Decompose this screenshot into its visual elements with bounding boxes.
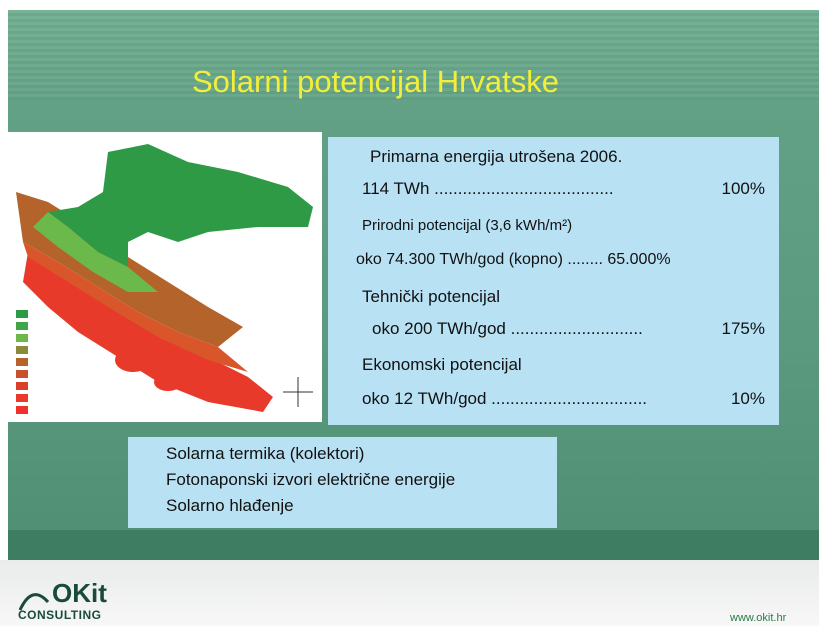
- info-line: 114 TWh ................................…: [362, 179, 614, 198]
- footer: [0, 560, 819, 626]
- info-value: 100%: [721, 179, 765, 198]
- logo-sub: CONSULTING: [18, 608, 102, 622]
- info-line: Ekonomski potencijal: [362, 355, 522, 374]
- info-box: Primarna energija utrošena 2006. 114 TWh …: [328, 137, 779, 425]
- list-item: Solarno hlađenje: [166, 496, 294, 515]
- info-line: oko 74.300 TWh/god (kopno) ........ 65.0…: [356, 251, 671, 268]
- map-region-lightgreen: [33, 212, 158, 292]
- map-region-orange: [23, 242, 248, 372]
- info-line: Primarna energija utrošena 2006.: [370, 147, 623, 166]
- info-line: oko 200 TWh/god ........................…: [372, 319, 643, 338]
- map-island: [115, 348, 151, 372]
- map-island: [154, 373, 182, 391]
- list-item: Fotonaponski izvori električne energije: [166, 470, 456, 489]
- map-region-green: [48, 144, 313, 267]
- solar-map: [8, 132, 322, 422]
- title-band: [8, 10, 819, 100]
- compass: [283, 377, 313, 407]
- logo-name: OKit: [52, 578, 107, 608]
- footer-url: www.okit.hr: [730, 612, 787, 624]
- list-box: Solarna termika (kolektori) Fotonaponski …: [128, 437, 557, 528]
- info-line: Prirodni potencijal (3,6 kWh/m²): [362, 217, 573, 234]
- logo-icon: [18, 593, 50, 611]
- info-line: oko 12 TWh/god .........................…: [362, 389, 648, 408]
- info-line: Tehnički potencijal: [362, 287, 500, 306]
- info-value: 175%: [721, 319, 765, 338]
- list-item: Solarna termika (kolektori): [166, 444, 365, 463]
- bottom-band: [8, 530, 819, 560]
- info-value: 10%: [730, 389, 765, 408]
- map-legend: [16, 310, 28, 414]
- slide-title: Solarni potencijal Hrvatske: [192, 64, 560, 99]
